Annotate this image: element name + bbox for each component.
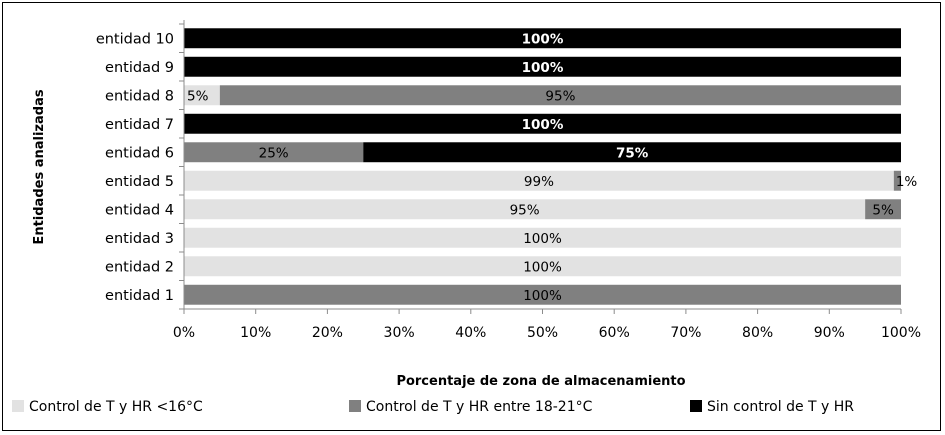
data-label-entidad-7-series-3: 100%	[522, 117, 564, 133]
axes-layer: entidad 1 entidad 2 entidad 3 entidad 4 enti…	[96, 20, 921, 341]
data-label-entidad-9-series-3: 100%	[522, 60, 564, 76]
legend-swatch	[690, 400, 702, 412]
data-label-entidad-8-series-2: 95%	[545, 88, 575, 104]
bar-entidad-2-series-1	[184, 256, 901, 277]
legend-label: Control de T y HR <16°C	[29, 399, 203, 415]
bar-entidad-6-series-3	[363, 142, 901, 163]
x-tick-label: 0%	[173, 325, 195, 341]
x-tick-label: 90%	[814, 325, 845, 341]
x-tick-label: 100%	[881, 325, 921, 341]
x-tick-label: 10%	[240, 325, 271, 341]
x-axis-title: Porcentaje de zona de almacenamiento	[396, 374, 685, 389]
x-tick-label: 30%	[384, 325, 415, 341]
x-tick-label: 50%	[527, 325, 558, 341]
x-tick-label: 20%	[312, 325, 343, 341]
data-label-entidad-6-series-2: 25%	[259, 145, 289, 161]
legend-label: Control de T y HR entre 18-21°C	[366, 399, 593, 415]
x-tick-label: 60%	[599, 325, 630, 341]
legend-swatch	[349, 400, 361, 412]
data-label-entidad-5-series-1: 99%	[524, 174, 554, 190]
bar-entidad-5-series-2	[893, 170, 901, 191]
legend-item-1: Control de T y HR <16°C	[12, 399, 203, 415]
bar-entidad-3-series-1	[184, 227, 901, 248]
data-label-entidad-6-series-3: 75%	[616, 145, 649, 161]
bars-layer	[184, 28, 902, 305]
data-label-entidad-1-series-2: 100%	[523, 288, 562, 304]
bar-entidad-6-series-2	[184, 142, 364, 163]
data-label-entidad-3-series-1: 100%	[523, 231, 562, 247]
legend: Control de T y HR <16°C Control de T y HR…	[12, 399, 854, 415]
y-axis-title: Entidades analizadas	[32, 89, 47, 244]
bar-entidad-4-series-2	[865, 199, 901, 220]
legend-item-2: Control de T y HR entre 18-21°C	[349, 399, 593, 415]
bar-entidad-10-series-3	[184, 28, 901, 49]
data-label-entidad-5-series-2: 1%	[896, 174, 918, 190]
bar-entidad-1-series-2	[184, 284, 901, 305]
y-tick-label: entidad 10	[96, 31, 174, 47]
labels-layer: 100% 100% 100% 95% 5% 99% 1% 25% 75% 100% 5% 95% 100…	[187, 31, 917, 304]
x-tick-label: 40%	[455, 325, 486, 341]
data-label-entidad-10-series-3: 100%	[522, 31, 564, 47]
y-tick-label: entidad 1	[105, 288, 174, 304]
bar-entidad-9-series-3	[184, 56, 901, 77]
y-tick-label: entidad 7	[105, 117, 174, 133]
y-tick-label: entidad 3	[105, 231, 174, 247]
y-tick-label: entidad 4	[105, 202, 174, 218]
legend-swatch	[12, 400, 24, 412]
data-label-entidad-2-series-1: 100%	[523, 259, 562, 275]
y-tick-label: entidad 2	[105, 259, 174, 275]
bar-entidad-8-series-1	[184, 85, 220, 106]
legend-label: Sin control de T y HR	[707, 399, 854, 415]
data-label-entidad-4-series-2: 5%	[872, 202, 894, 218]
bar-entidad-5-series-1	[184, 170, 894, 191]
bar-entidad-7-series-3	[184, 113, 901, 134]
y-tick-label: entidad 8	[105, 88, 174, 104]
data-label-entidad-4-series-1: 95%	[510, 202, 540, 218]
x-tick-label: 70%	[670, 325, 701, 341]
y-tick-label: entidad 5	[105, 174, 174, 190]
y-tick-label: entidad 9	[105, 60, 174, 76]
x-tick-label: 80%	[742, 325, 773, 341]
y-tick-label: entidad 6	[105, 145, 174, 161]
legend-item-3: Sin control de T y HR	[690, 399, 854, 415]
bar-entidad-4-series-1	[184, 199, 866, 220]
data-label-entidad-8-series-1: 5%	[187, 88, 209, 104]
bar-entidad-8-series-2	[219, 85, 902, 106]
